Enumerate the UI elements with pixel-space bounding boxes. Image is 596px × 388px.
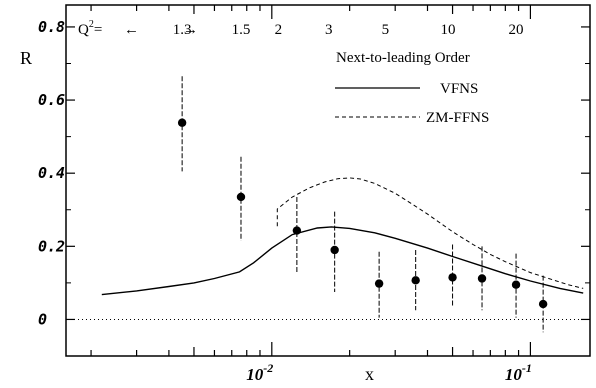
data-point xyxy=(292,226,302,235)
data-point xyxy=(177,118,187,127)
data-point xyxy=(511,280,521,289)
zm-ffns-curve xyxy=(276,177,584,289)
data-points xyxy=(177,76,548,333)
labels: 0 0.2 0.4 0.6 0.8 10-2 10-1 1.3 1.5 2 3 5 10 20 xyxy=(38,18,532,384)
data-point xyxy=(448,273,457,282)
x-tick-label: 10-1 xyxy=(505,361,532,384)
q2-value-label: 20 xyxy=(509,22,524,38)
y-tick-label: 0.6 xyxy=(38,91,65,109)
data-point xyxy=(236,192,246,202)
y-tick-label: 0.2 xyxy=(38,237,65,255)
legend-title: Next-to-leading Order xyxy=(336,50,470,66)
y-axis-label: R xyxy=(20,48,32,68)
data-point xyxy=(477,274,487,283)
x-axis-label: x xyxy=(365,364,374,384)
legend: Next-to-leading Order VFNS ZM-FFNS xyxy=(335,50,489,126)
q2-header: Q2= ← → xyxy=(78,19,198,38)
data-point xyxy=(538,299,548,309)
data-point xyxy=(411,276,420,285)
q2-value-label: 2 xyxy=(275,22,283,38)
curves xyxy=(101,177,584,296)
y-tick-label: 0.8 xyxy=(38,18,65,36)
plot-frame xyxy=(65,4,591,357)
q2-value-label: 1.5 xyxy=(232,22,251,38)
q2-right-arrow: → xyxy=(183,22,198,38)
q2-value-label: 1.3 xyxy=(173,22,192,38)
q2-value-label: 5 xyxy=(382,22,390,38)
q2-prefix: Q2= xyxy=(78,19,102,38)
q2-value-label: 3 xyxy=(325,22,333,38)
ticks xyxy=(66,5,590,356)
legend-vfns-label: VFNS xyxy=(440,81,478,97)
x-tick-label: 10-2 xyxy=(246,361,273,384)
legend-zmffns-label: ZM-FFNS xyxy=(426,110,489,126)
vfns-curve xyxy=(101,226,584,296)
q2-left-arrow: ← xyxy=(124,22,139,38)
y-tick-label: 0.4 xyxy=(38,164,65,182)
data-point xyxy=(374,279,384,288)
data-point xyxy=(330,245,339,255)
y-tick-label: 0 xyxy=(38,310,47,328)
q2-value-label: 10 xyxy=(440,22,455,38)
